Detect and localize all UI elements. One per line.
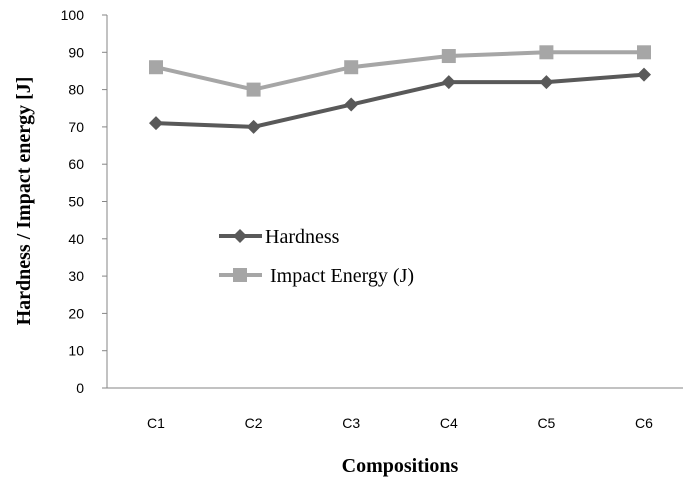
y-axis-title: Hardness / Impact energy [J] [13,77,35,326]
series-line [155,72,645,129]
x-tick-label: C6 [635,415,653,431]
y-tick-label: 30 [68,268,84,284]
data-point [539,45,554,60]
data-point [246,82,261,97]
series-layer [149,45,651,134]
x-axis-title: Compositions [342,455,459,477]
data-point [539,75,554,90]
y-tick-label: 80 [68,82,84,98]
legend-item: Impact Energy (J) [219,265,414,287]
x-tick-label: C1 [147,415,165,431]
legend: Hardness Impact Energy (J) [219,226,414,287]
data-point [149,60,163,75]
y-tick-label: 70 [68,119,84,135]
x-tick-label: C3 [342,415,360,431]
y-tick-label: 20 [68,305,84,321]
data-point [344,60,359,75]
y-tick-label: 40 [68,231,84,247]
data-point [441,49,456,64]
legend-label: Impact Energy (J) [270,265,414,287]
data-point [246,119,261,134]
x-axis-ticks: C1 C2 C3 C4 C5 C6 [147,415,653,431]
y-tick-label: 10 [68,343,84,359]
legend-swatch-marker [233,229,247,243]
x-tick-label: C5 [537,415,555,431]
series-0 [149,67,651,134]
series-line [155,50,644,92]
legend-item: Hardness [219,226,340,248]
x-tick-label: C2 [245,415,263,431]
y-tick-label: 0 [76,380,84,396]
y-tick-label: 50 [68,194,84,210]
data-point [637,45,651,60]
y-tick-label: 60 [68,156,84,172]
data-point [149,116,163,131]
y-axis-ticks: 0 10 20 30 40 50 60 70 80 90 100 [61,7,107,396]
legend-swatch-marker [233,268,247,282]
series-1 [149,45,651,97]
data-point [637,67,651,82]
y-tick-label: 90 [68,44,84,60]
x-tick-label: C4 [440,415,458,431]
data-point [441,75,456,90]
data-point [344,97,359,112]
legend-label: Hardness [265,226,340,248]
y-tick-label: 100 [61,7,85,23]
